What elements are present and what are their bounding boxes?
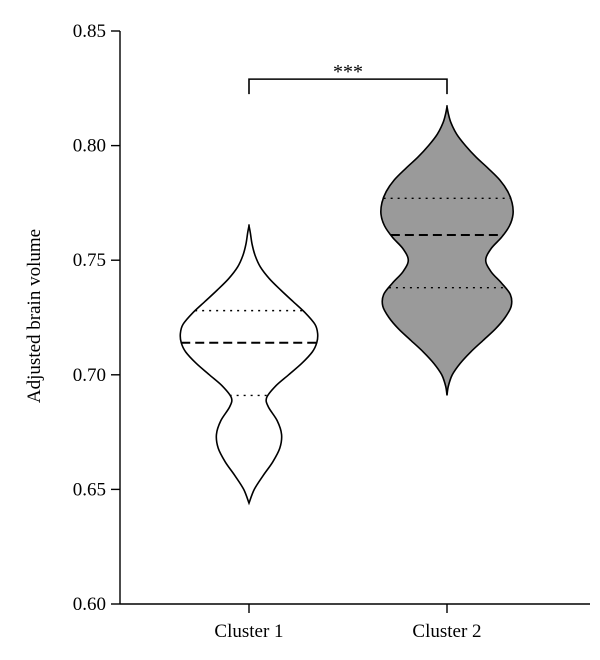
y-tick-label: 0.70 — [73, 365, 106, 386]
x-tick-label: Cluster 1 — [214, 621, 283, 642]
y-tick-label: 0.65 — [73, 479, 106, 500]
significance-bracket — [248, 78, 448, 95]
y-tick-label: 0.80 — [73, 136, 106, 157]
violin-body — [380, 104, 514, 396]
significance-label: *** — [333, 61, 363, 83]
y-tick-label: 0.85 — [73, 21, 106, 42]
x-tick-label: Cluster 2 — [412, 621, 481, 642]
violin-1 — [179, 224, 319, 506]
violin-2 — [380, 104, 514, 396]
violins — [179, 104, 514, 506]
axes: 0.60 0.65 0.70 0.75 0.80 0.85 Cluster 1 Cluster… — [73, 21, 590, 642]
y-axis-title: Adjusted brain volume — [24, 229, 45, 403]
y-tick-label: 0.60 — [73, 594, 106, 615]
y-tick-label: 0.75 — [73, 250, 106, 271]
violin-body — [179, 224, 319, 506]
annotations: *** — [248, 61, 448, 95]
